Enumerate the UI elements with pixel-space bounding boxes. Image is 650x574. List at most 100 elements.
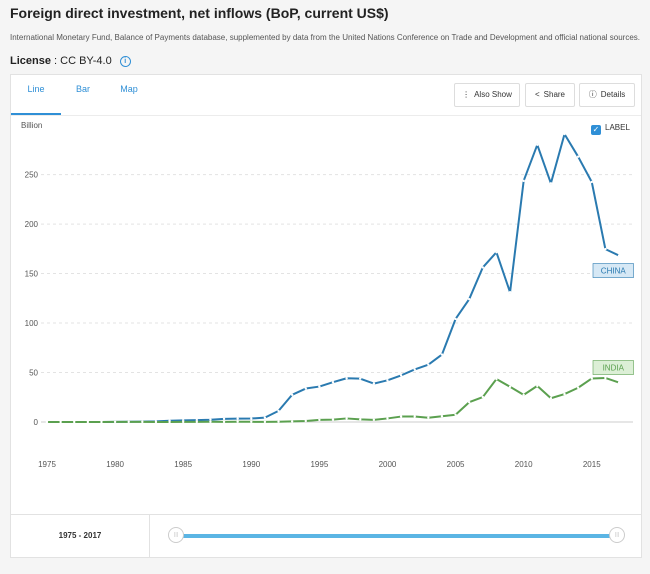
data-point: [290, 393, 294, 396]
tab-map[interactable]: Map: [120, 84, 138, 94]
x-tick-label: 2005: [447, 460, 465, 469]
data-point: [73, 420, 76, 424]
range-slider-track[interactable]: [176, 534, 616, 538]
data-point: [290, 420, 294, 423]
x-tick-label: 2015: [583, 460, 601, 469]
data-point: [250, 417, 253, 420]
range-selector: 1975 - 2017 ||| |||: [10, 514, 642, 558]
info-icon[interactable]: i: [119, 56, 131, 67]
also-show-button[interactable]: ⋮ Also Show: [454, 83, 520, 107]
data-point: [399, 374, 403, 377]
share-button[interactable]: < Share: [525, 83, 575, 107]
data-point: [209, 418, 212, 421]
data-point: [181, 420, 185, 424]
tabs-divider: [11, 115, 641, 116]
data-point: [318, 385, 321, 388]
data-point: [604, 376, 607, 380]
data-point: [467, 297, 471, 301]
source-note: International Monetary Fund, Balance of …: [10, 33, 641, 42]
data-point: [318, 418, 321, 422]
share-icon: <: [534, 90, 540, 99]
data-point: [467, 401, 471, 404]
data-point: [59, 420, 62, 424]
data-point: [481, 266, 485, 269]
data-point: [331, 381, 335, 384]
data-point: [399, 415, 403, 418]
data-point: [604, 247, 607, 251]
data-point: [617, 254, 621, 257]
data-point: [386, 379, 389, 382]
data-point: [522, 393, 525, 397]
data-point: [222, 420, 226, 424]
y-tick-label: 250: [25, 171, 39, 180]
data-point: [427, 363, 430, 366]
y-tick-label: 150: [25, 270, 39, 279]
tab-bar[interactable]: Bar: [75, 84, 90, 94]
tab-line[interactable]: Line: [11, 75, 61, 115]
share-label: Share: [543, 90, 566, 99]
data-point: [359, 377, 362, 380]
details-label: Details: [600, 90, 626, 99]
y-unit-label: Billion: [21, 121, 43, 130]
data-point: [495, 377, 498, 381]
data-point: [495, 251, 498, 254]
view-tabs: Line Bar Map: [11, 75, 211, 115]
line-chart: 0 50 100 150 200 250 1975 1980 1985 1990 1995 2000 2…: [25, 132, 634, 469]
series-label: INDIA: [603, 364, 625, 373]
data-point: [576, 155, 580, 158]
range-label: 1975 - 2017: [11, 515, 150, 557]
data-point: [345, 417, 348, 420]
details-button[interactable]: ⓘ Details: [579, 83, 635, 107]
data-point: [522, 179, 525, 183]
data-point: [536, 143, 539, 146]
data-point: [413, 368, 416, 371]
y-tick-label: 0: [34, 418, 39, 427]
series-line-china: [47, 133, 620, 423]
label-toggle[interactable]: ✓ LABEL: [591, 123, 630, 135]
data-point: [440, 353, 444, 356]
series-line-india: [47, 376, 620, 423]
data-point: [508, 385, 512, 388]
data-point: [222, 417, 226, 421]
y-tick-label: 200: [25, 220, 39, 229]
x-tick-label: 1980: [106, 460, 124, 469]
checkbox-checked-icon[interactable]: ✓: [591, 125, 601, 135]
series-label-box: [592, 263, 634, 278]
data-point: [304, 387, 307, 390]
data-point: [263, 420, 267, 424]
data-point: [481, 395, 485, 399]
data-point: [263, 416, 267, 419]
data-point: [168, 420, 171, 424]
range-end-handle[interactable]: |||: [609, 527, 625, 543]
data-point: [100, 420, 103, 424]
data-point: [549, 182, 553, 185]
data-point: [413, 415, 416, 418]
data-point: [590, 377, 593, 380]
data-point: [372, 382, 376, 385]
data-point: [617, 381, 621, 384]
data-point: [590, 180, 593, 184]
vertical-dots-icon: ⋮: [462, 90, 471, 99]
data-point: [154, 420, 158, 424]
data-point: [386, 417, 389, 420]
license-value: : CC BY-4.0: [54, 55, 112, 67]
data-point: [113, 420, 117, 424]
data-point: [576, 386, 580, 389]
data-point: [195, 418, 199, 422]
range-start-handle[interactable]: |||: [168, 527, 184, 543]
info-circle-icon: ⓘ: [588, 90, 597, 99]
data-point: [563, 132, 566, 136]
data-point: [209, 420, 212, 424]
chart-panel: Line Bar Map ⋮ Also Show < Share ⓘ Details …: [10, 74, 642, 558]
data-point: [508, 291, 512, 294]
data-point: [454, 317, 457, 321]
license: License : CC BY-4.0 i: [10, 55, 131, 67]
x-tick-label: 1975: [38, 460, 56, 469]
data-point: [536, 384, 539, 388]
data-point: [127, 420, 130, 424]
data-point: [359, 418, 362, 421]
data-point: [440, 415, 444, 418]
x-tick-label: 2010: [515, 460, 533, 469]
data-point: [195, 420, 199, 424]
data-point: [563, 392, 566, 396]
